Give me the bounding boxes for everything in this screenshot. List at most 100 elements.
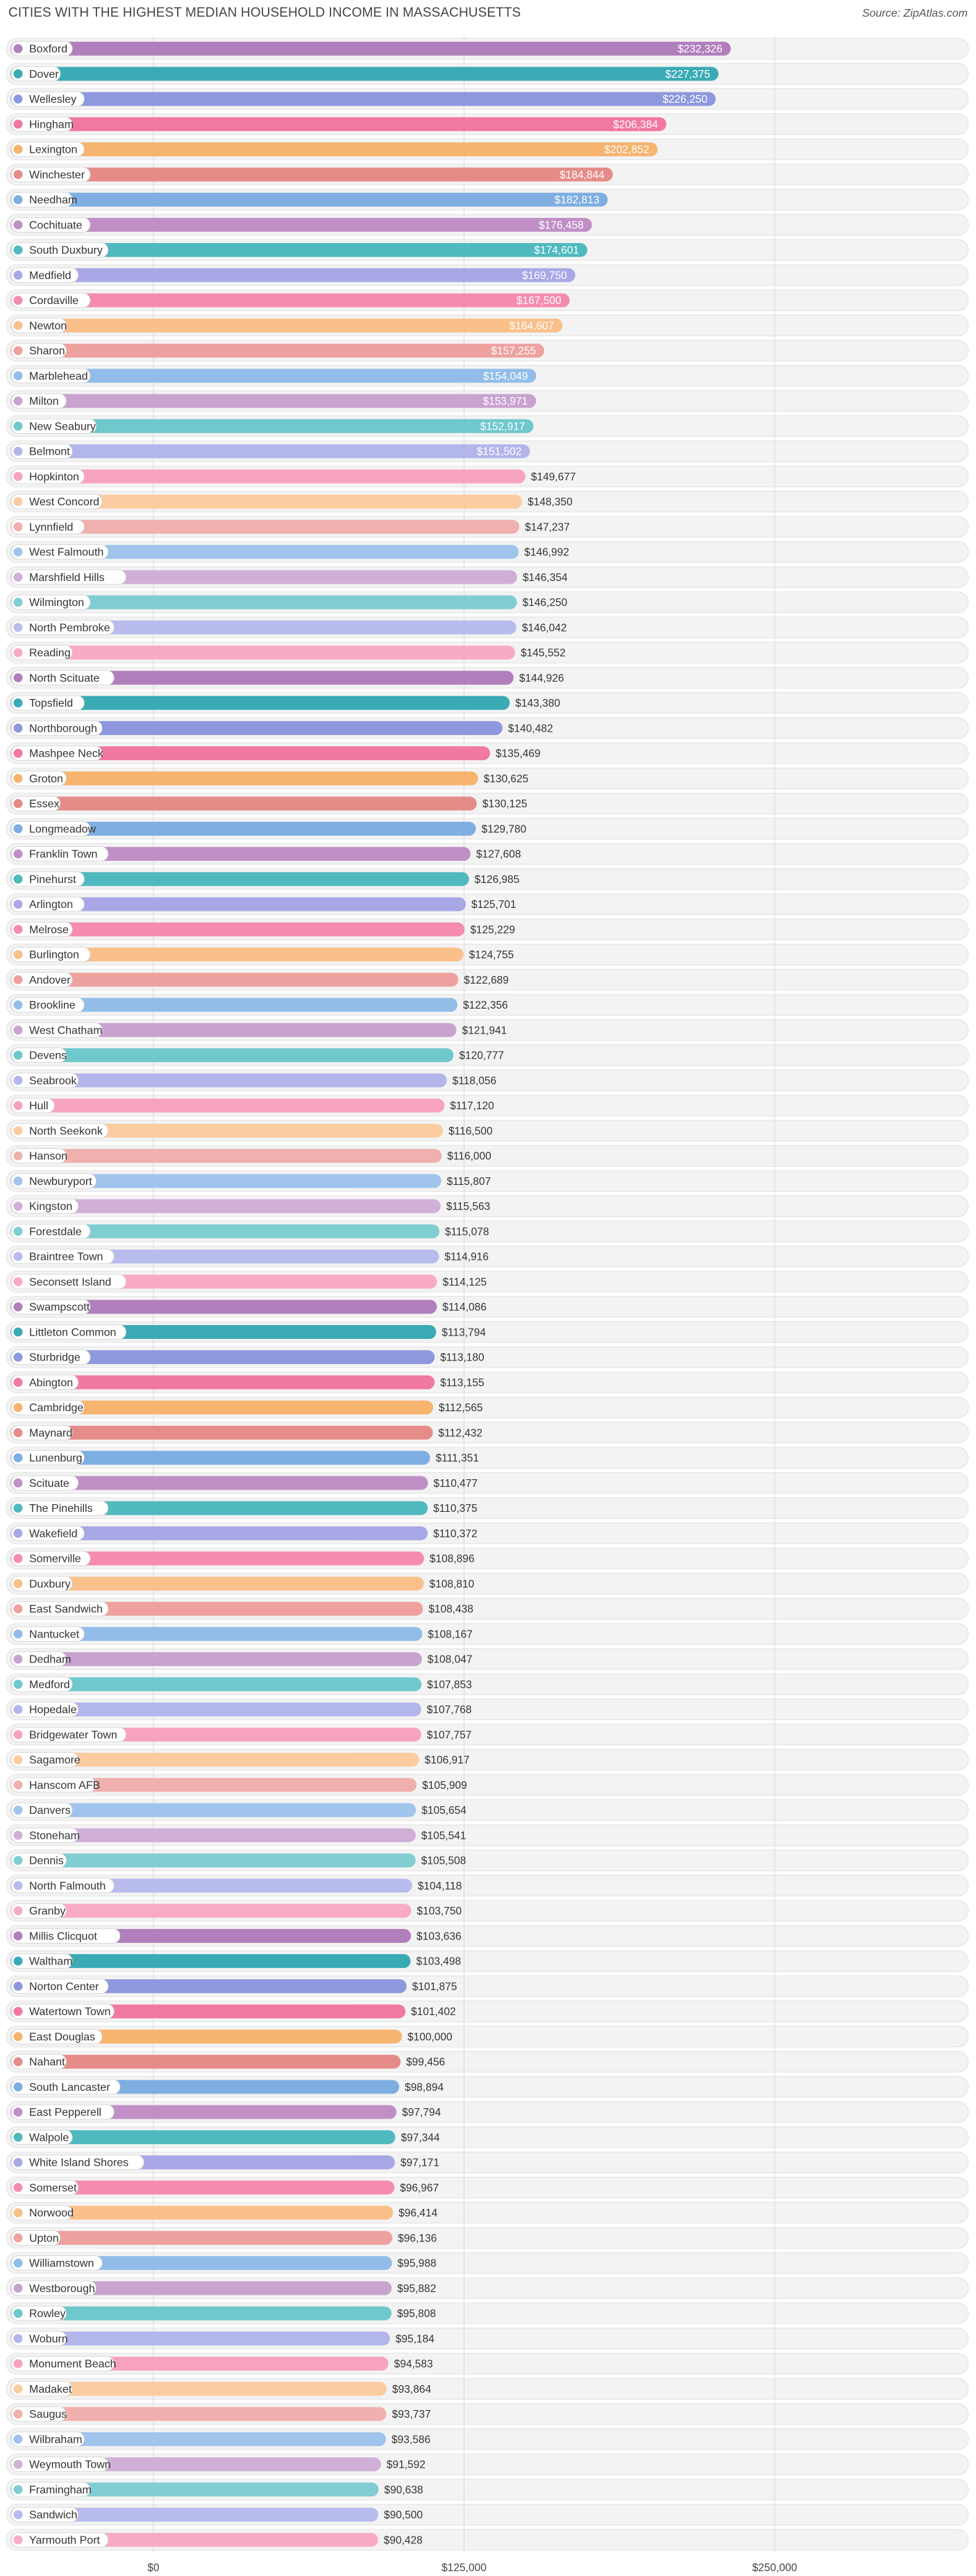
category-marker xyxy=(13,2057,23,2066)
bar xyxy=(10,42,731,56)
category-marker xyxy=(13,623,23,632)
bar xyxy=(10,771,478,786)
category-label-pill xyxy=(10,670,115,686)
category-marker xyxy=(13,648,23,657)
value-label: $120,777 xyxy=(459,1050,504,1062)
category-marker xyxy=(13,849,23,859)
chart-title: CITIES WITH THE HIGHEST MEDIAN HOUSEHOLD… xyxy=(8,6,521,20)
category-label: Reading xyxy=(29,648,71,659)
category-label: Longmeadow xyxy=(29,823,96,835)
value-label: $104,118 xyxy=(418,1880,462,1892)
bar xyxy=(10,469,525,484)
category-marker xyxy=(13,547,23,557)
category-label: Newton xyxy=(29,320,67,332)
value-label: $157,255 xyxy=(491,346,536,357)
category-marker xyxy=(13,1075,23,1085)
category-label-pill xyxy=(10,1299,91,1315)
category-marker xyxy=(13,1126,23,1136)
category-label: Cordaville xyxy=(29,295,78,307)
category-marker xyxy=(13,2409,23,2419)
category-label-pill xyxy=(10,746,103,761)
category-label-pill xyxy=(10,896,85,912)
category-label: Duxbury xyxy=(29,1579,71,1590)
value-label: $110,477 xyxy=(434,1478,478,1490)
bar xyxy=(10,2256,392,2271)
category-label-pill xyxy=(10,2003,115,2019)
value-label: $97,171 xyxy=(401,2157,439,2169)
category-marker xyxy=(13,195,23,205)
value-label: $122,356 xyxy=(463,1000,508,1011)
bar xyxy=(10,1652,422,1667)
value-label: $153,971 xyxy=(483,396,528,407)
category-marker xyxy=(13,1629,23,1639)
value-label: $146,042 xyxy=(522,622,567,634)
category-label: Norwood xyxy=(29,2207,74,2219)
bar xyxy=(10,1954,411,1969)
category-label: Seconsett Island xyxy=(29,1277,111,1288)
bar xyxy=(10,721,503,735)
category-label: Somerset xyxy=(29,2182,77,2194)
category-label: Kingston xyxy=(29,1201,72,1213)
category-marker xyxy=(13,1504,23,1513)
bar xyxy=(10,369,537,383)
value-label: $226,250 xyxy=(662,94,707,106)
value-label: $96,136 xyxy=(398,2232,437,2244)
category-marker xyxy=(13,1931,23,1941)
category-marker xyxy=(13,1855,23,1865)
category-label: Newburyport xyxy=(29,1176,92,1188)
category-label: White Island Shores xyxy=(29,2157,128,2169)
category-marker xyxy=(13,2359,23,2368)
value-label: $115,563 xyxy=(446,1201,491,1213)
category-marker xyxy=(13,169,23,179)
category-label-pill xyxy=(10,2129,73,2145)
bar xyxy=(10,1022,457,1037)
category-marker xyxy=(13,723,23,733)
category-label-pill xyxy=(10,1047,67,1063)
category-label: Rowley xyxy=(29,2308,65,2320)
category-marker xyxy=(13,396,23,406)
category-label-pill xyxy=(10,795,61,811)
value-label: $167,500 xyxy=(516,295,562,307)
category-label: Hull xyxy=(29,1100,49,1112)
category-marker xyxy=(13,874,23,884)
category-marker xyxy=(13,1554,23,1563)
bar xyxy=(10,1828,416,1842)
category-marker xyxy=(13,1025,23,1035)
category-label-pill xyxy=(10,418,96,434)
bar xyxy=(10,997,458,1012)
category-marker xyxy=(13,1906,23,1916)
category-label: Wilmington xyxy=(29,597,84,609)
bar xyxy=(10,2029,402,2044)
value-label: $110,372 xyxy=(433,1528,478,1540)
category-label: Medfield xyxy=(29,270,71,282)
bar xyxy=(10,1123,444,1138)
value-label: $111,351 xyxy=(436,1453,479,1465)
category-marker xyxy=(13,1679,23,1689)
value-label: $110,375 xyxy=(433,1503,478,1515)
value-label: $96,414 xyxy=(398,2207,437,2219)
bar xyxy=(10,646,516,660)
category-marker xyxy=(13,471,23,481)
category-marker xyxy=(13,824,23,834)
category-marker xyxy=(13,2107,23,2117)
category-marker xyxy=(13,1151,23,1161)
category-label-pill xyxy=(10,267,79,283)
category-marker xyxy=(13,1000,23,1010)
x-tick-label: $250,000 xyxy=(752,2562,798,2574)
category-label: West Concord xyxy=(29,496,99,508)
category-label-pill xyxy=(10,1324,127,1340)
category-label-pill xyxy=(10,1097,55,1113)
value-label: $114,086 xyxy=(442,1302,487,1313)
value-label: $164,607 xyxy=(510,320,555,332)
value-label: $93,864 xyxy=(392,2384,431,2396)
value-label: $107,768 xyxy=(427,1704,472,1716)
category-marker xyxy=(13,1755,23,1765)
category-label: Woburn xyxy=(29,2333,68,2345)
category-label-pill xyxy=(10,91,85,107)
category-label-pill xyxy=(10,1500,109,1516)
category-label: Hopedale xyxy=(29,1704,77,1716)
category-marker xyxy=(13,346,23,355)
value-label: $95,184 xyxy=(396,2333,435,2345)
category-label: Hingham xyxy=(29,119,74,131)
